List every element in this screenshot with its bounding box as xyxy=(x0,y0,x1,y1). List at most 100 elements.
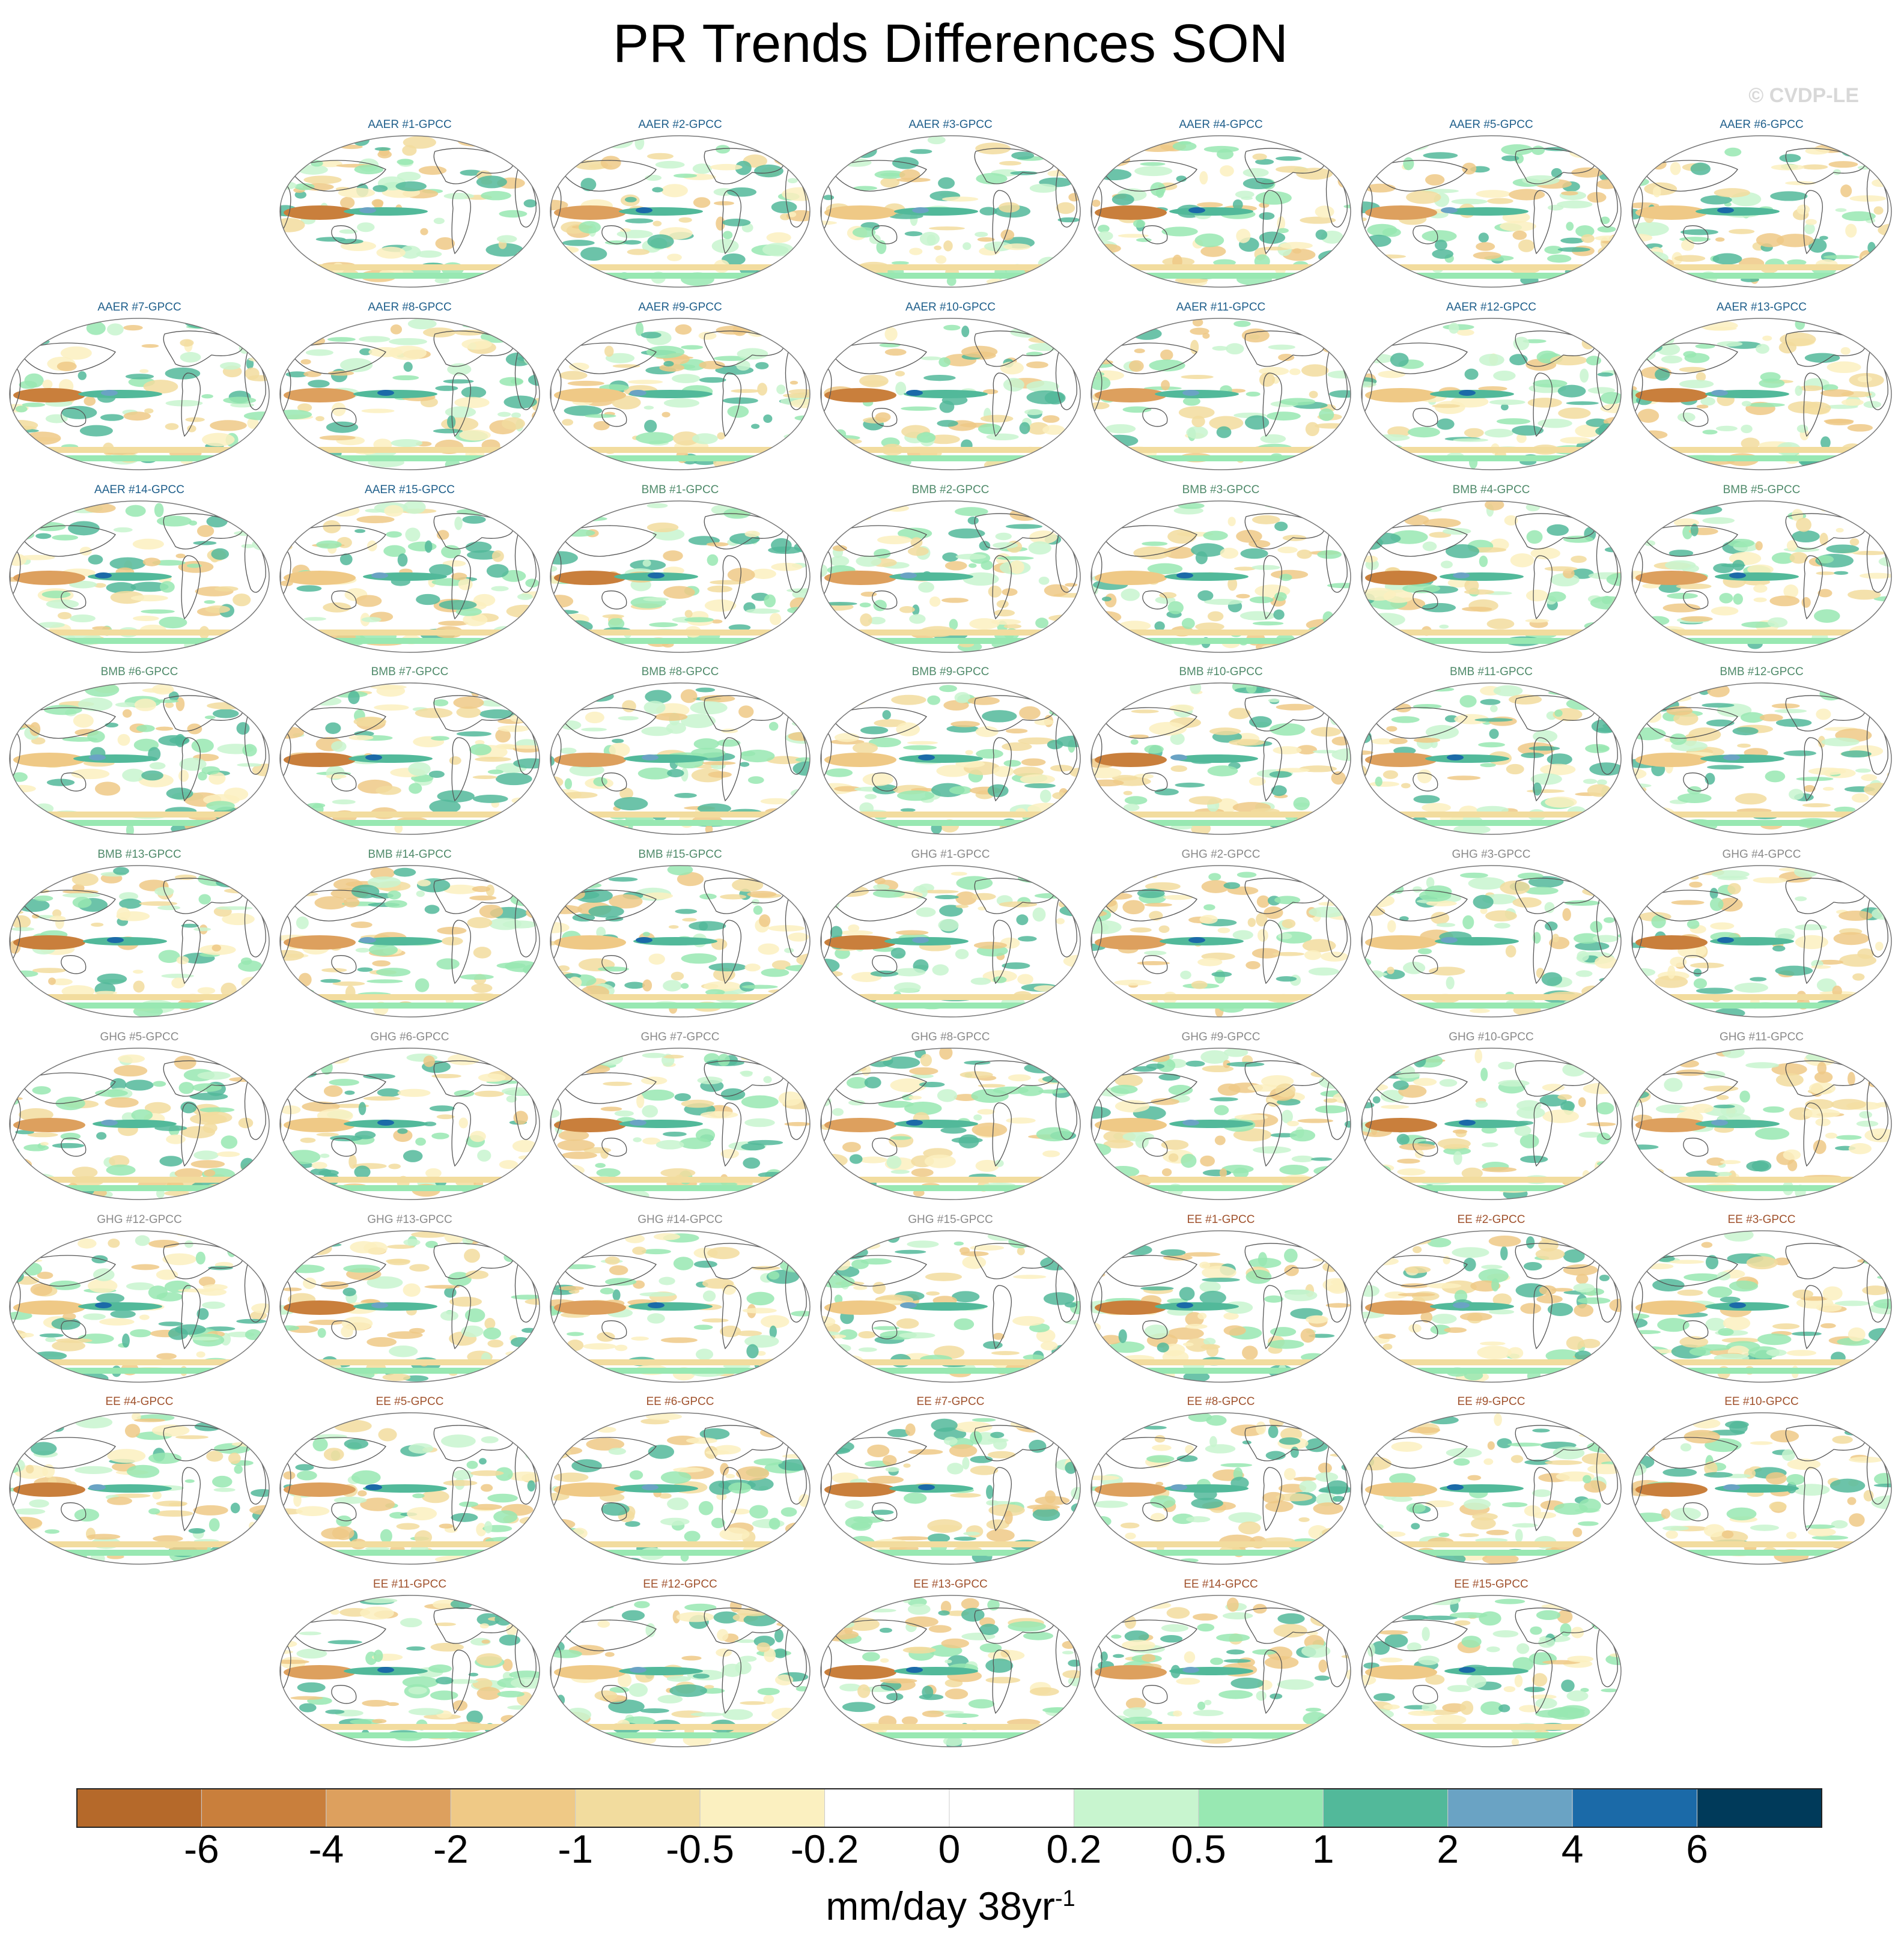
panel-label: AAER #11-GPCC xyxy=(1176,301,1266,314)
world-map xyxy=(1631,135,1892,288)
world-map xyxy=(1361,865,1622,1018)
colorbar-swatch xyxy=(949,1788,1074,1828)
panel-label: EE #12-GPCC xyxy=(643,1578,717,1591)
panel-label: AAER #10-GPCC xyxy=(905,301,996,314)
copyright-watermark: © CVDP-LE xyxy=(1748,84,1859,107)
map-panel: BMB #13-GPCC xyxy=(7,848,272,1022)
units-text: mm/day 38yr xyxy=(826,1884,1055,1928)
world-map xyxy=(9,682,270,835)
panel-label: GHG #3-GPCC xyxy=(1452,848,1531,861)
world-map xyxy=(550,1595,811,1747)
world-map xyxy=(550,500,811,653)
world-map xyxy=(279,865,540,1018)
panel-label: BMB #1-GPCC xyxy=(641,484,719,496)
world-map xyxy=(1361,1230,1622,1383)
world-map xyxy=(279,318,540,470)
world-map xyxy=(1361,135,1622,288)
world-map xyxy=(1090,135,1351,288)
panel-label: EE #3-GPCC xyxy=(1727,1213,1796,1226)
panel-label: AAER #15-GPCC xyxy=(365,484,455,496)
panel-label: BMB #10-GPCC xyxy=(1179,666,1263,678)
map-panel: EE #13-GPCC xyxy=(818,1577,1083,1752)
world-map xyxy=(9,865,270,1018)
panel-label: BMB #5-GPCC xyxy=(1723,484,1801,496)
colorbar-swatch xyxy=(699,1788,826,1828)
panel-label: AAER #4-GPCC xyxy=(1179,118,1263,131)
panel-label: EE #9-GPCC xyxy=(1457,1395,1525,1408)
world-map xyxy=(1631,1412,1892,1565)
map-panel: EE #4-GPCC xyxy=(7,1395,272,1569)
world-map xyxy=(820,682,1081,835)
map-panel: AAER #10-GPCC xyxy=(818,300,1083,475)
colorbar-swatch xyxy=(824,1788,950,1828)
map-panel: EE #3-GPCC xyxy=(1629,1213,1894,1387)
world-map xyxy=(550,135,811,288)
map-panel: AAER #14-GPCC xyxy=(7,483,272,657)
panel-label: BMB #2-GPCC xyxy=(911,484,990,496)
colorbar-swatch xyxy=(1572,1788,1698,1828)
colorbar-units: mm/day 38yr-1 xyxy=(0,1883,1901,1929)
world-map xyxy=(9,1412,270,1565)
map-panel: AAER #12-GPCC xyxy=(1359,300,1623,475)
world-map xyxy=(1090,865,1351,1018)
world-map xyxy=(1361,1048,1622,1200)
world-map xyxy=(820,500,1081,653)
panel-label: GHG #5-GPCC xyxy=(100,1031,179,1043)
map-panel: GHG #10-GPCC xyxy=(1359,1030,1623,1204)
panel-label: BMB #4-GPCC xyxy=(1452,484,1530,496)
panel-label: AAER #2-GPCC xyxy=(638,118,722,131)
panel-label: GHG #15-GPCC xyxy=(908,1213,993,1226)
colorbar-tick-label: -0.2 xyxy=(790,1827,859,1871)
panel-label: BMB #8-GPCC xyxy=(641,666,719,678)
map-panel: GHG #12-GPCC xyxy=(7,1213,272,1387)
map-panel: AAER #11-GPCC xyxy=(1089,300,1353,475)
world-map xyxy=(550,1412,811,1565)
map-panel: GHG #8-GPCC xyxy=(818,1030,1083,1204)
panel-label: EE #2-GPCC xyxy=(1457,1213,1525,1226)
world-map xyxy=(550,682,811,835)
world-map xyxy=(9,1048,270,1200)
panel-label: BMB #12-GPCC xyxy=(1720,666,1804,678)
world-map xyxy=(1631,318,1892,470)
colorbar-swatch xyxy=(326,1788,451,1828)
colorbar-tick-label: -4 xyxy=(308,1827,344,1871)
world-map xyxy=(550,318,811,470)
colorbar-swatch xyxy=(450,1788,576,1828)
map-panel: GHG #11-GPCC xyxy=(1629,1030,1894,1204)
map-panel: BMB #9-GPCC xyxy=(818,665,1083,839)
panel-label: AAER #8-GPCC xyxy=(368,301,452,314)
world-map xyxy=(279,500,540,653)
colorbar-tick-label: -2 xyxy=(433,1827,469,1871)
map-panel: GHG #6-GPCC xyxy=(278,1030,542,1204)
panel-label: EE #5-GPCC xyxy=(376,1395,444,1408)
panel-label: AAER #12-GPCC xyxy=(1446,301,1536,314)
panel-label: BMB #11-GPCC xyxy=(1450,666,1533,678)
map-panel: EE #11-GPCC xyxy=(278,1577,542,1752)
panel-label: GHG #10-GPCC xyxy=(1449,1031,1534,1043)
panel-label: AAER #13-GPCC xyxy=(1717,301,1807,314)
world-map xyxy=(9,1230,270,1383)
colorbar-swatch xyxy=(76,1788,202,1828)
map-panel: EE #8-GPCC xyxy=(1089,1395,1353,1569)
world-map xyxy=(279,135,540,288)
panel-label: GHG #11-GPCC xyxy=(1719,1031,1804,1043)
world-map xyxy=(1090,500,1351,653)
world-map xyxy=(1090,1595,1351,1747)
world-map xyxy=(1090,1412,1351,1565)
world-map xyxy=(1090,682,1351,835)
map-panel: BMB #3-GPCC xyxy=(1089,483,1353,657)
map-panel: EE #2-GPCC xyxy=(1359,1213,1623,1387)
map-panel: AAER #4-GPCC xyxy=(1089,118,1353,292)
map-panel: GHG #9-GPCC xyxy=(1089,1030,1353,1204)
panel-label: GHG #12-GPCC xyxy=(97,1213,182,1226)
colorbar-tick-label: 1 xyxy=(1312,1827,1334,1871)
map-panel: BMB #12-GPCC xyxy=(1629,665,1894,839)
panel-label: EE #11-GPCC xyxy=(373,1578,447,1591)
map-panel: GHG #14-GPCC xyxy=(548,1213,812,1387)
map-panel: AAER #15-GPCC xyxy=(278,483,542,657)
world-map xyxy=(1361,1412,1622,1565)
map-panel: AAER #5-GPCC xyxy=(1359,118,1623,292)
world-map xyxy=(279,1412,540,1565)
world-map xyxy=(279,1595,540,1747)
panel-label: EE #13-GPCC xyxy=(913,1578,988,1591)
